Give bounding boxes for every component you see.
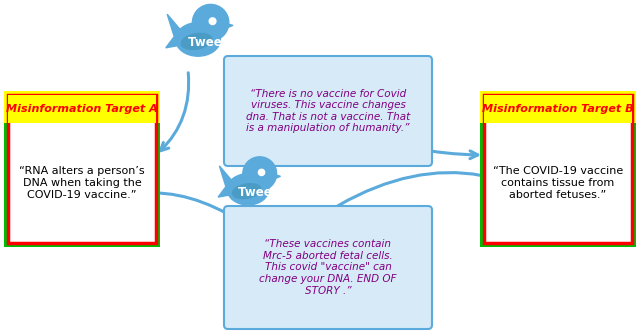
Circle shape xyxy=(243,157,276,191)
Circle shape xyxy=(259,169,265,176)
Ellipse shape xyxy=(232,184,261,199)
Text: Tweet 2: Tweet 2 xyxy=(238,187,290,200)
Text: “These vaccines contain
Mrc-5 aborted fetal cells.
This covid "vaccine" can
chan: “These vaccines contain Mrc-5 aborted fe… xyxy=(259,239,397,296)
FancyBboxPatch shape xyxy=(224,56,432,166)
Text: Tweet 1: Tweet 1 xyxy=(188,37,240,49)
Polygon shape xyxy=(271,174,280,180)
FancyBboxPatch shape xyxy=(8,95,156,243)
Text: “The COVID-19 vaccine
contains tissue from
aborted fetuses.”: “The COVID-19 vaccine contains tissue fr… xyxy=(493,166,623,200)
FancyBboxPatch shape xyxy=(8,95,156,123)
FancyBboxPatch shape xyxy=(480,91,636,123)
Circle shape xyxy=(209,18,216,25)
Text: “There is no vaccine for Covid
viruses. This vaccine changes
dna. That is not a : “There is no vaccine for Covid viruses. … xyxy=(246,89,410,133)
FancyBboxPatch shape xyxy=(480,91,636,247)
Text: Misinformation Target A: Misinformation Target A xyxy=(6,104,158,114)
Polygon shape xyxy=(166,14,182,48)
Text: “RNA alters a person’s
DNA when taking the
COVID-19 vaccine.”: “RNA alters a person’s DNA when taking t… xyxy=(19,166,145,200)
Ellipse shape xyxy=(175,23,220,56)
Text: Misinformation Target B: Misinformation Target B xyxy=(482,104,634,114)
Ellipse shape xyxy=(181,33,212,49)
Polygon shape xyxy=(223,23,233,30)
FancyBboxPatch shape xyxy=(4,91,160,247)
Circle shape xyxy=(193,4,229,41)
Ellipse shape xyxy=(227,174,269,205)
FancyBboxPatch shape xyxy=(484,95,632,243)
FancyBboxPatch shape xyxy=(224,206,432,329)
FancyBboxPatch shape xyxy=(4,91,160,123)
Polygon shape xyxy=(218,166,234,197)
FancyBboxPatch shape xyxy=(484,95,632,123)
